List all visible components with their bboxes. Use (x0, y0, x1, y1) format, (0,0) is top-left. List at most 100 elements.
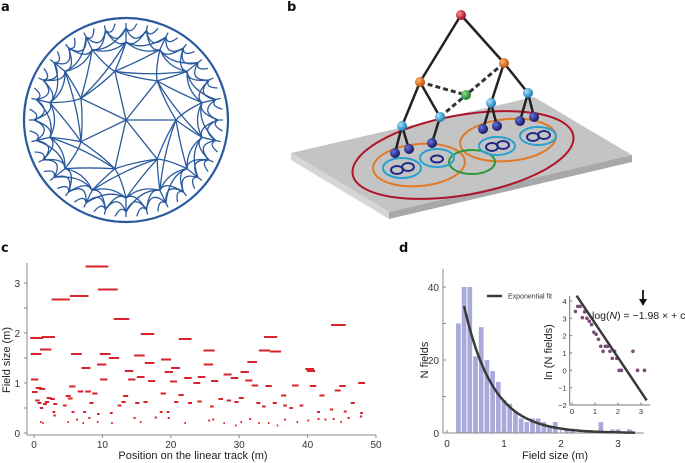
field-mark (226, 399, 232, 402)
inset-data-point (592, 330, 596, 334)
tiling-edge (85, 30, 107, 44)
inset-x-tick-label: 3 (639, 407, 643, 416)
tiling-edge (125, 158, 158, 199)
c-y-axis-label: Field size (m) (1, 327, 13, 393)
field-mark (113, 318, 130, 320)
field-mark (42, 422, 44, 424)
field-mark (109, 412, 113, 414)
field-mark (317, 418, 320, 420)
histogram-bar (461, 287, 467, 433)
tiling-edge (195, 59, 203, 65)
tiling-edge (68, 37, 76, 50)
tiling-edge (157, 201, 167, 212)
field-mark (108, 357, 120, 359)
field-mark (187, 402, 193, 404)
tiling-edge (175, 119, 203, 138)
tiling-edge (202, 139, 216, 161)
tiling-edge (34, 151, 45, 161)
field-mark (258, 422, 260, 424)
inner-field-3 (478, 136, 516, 156)
field-size-chart: 0 10 20 30 40 50 0 1 2 3 Position on the linear t… (1, 263, 382, 462)
tiling-edge (176, 190, 184, 203)
histogram-bar (478, 327, 484, 433)
tiling-edge (156, 159, 161, 191)
d-x-tick-label: 3 (615, 439, 621, 450)
field-mark (284, 418, 286, 421)
d-y-tick-label: 0 (433, 429, 439, 440)
tiling-edge (53, 47, 71, 65)
field-mark (39, 407, 44, 409)
field-mark (247, 361, 258, 363)
c-y-tick-label: 1 (14, 379, 20, 390)
tiling-edge (125, 23, 138, 32)
tiling-edge (114, 119, 127, 169)
tiling-edge (125, 195, 148, 211)
field-mark (223, 373, 232, 376)
field-mark (31, 391, 38, 393)
tiling-edge (175, 102, 203, 121)
histogram-bar (467, 287, 473, 433)
tiling-edge (125, 29, 148, 45)
field-mark (208, 419, 210, 422)
tiling-edge (85, 196, 107, 210)
c-x-tick-label: 10 (97, 440, 109, 451)
panel-label-d: d (399, 241, 409, 256)
leaf-node (492, 121, 502, 131)
tiling-edge (145, 30, 167, 44)
tiling-edge (42, 68, 49, 81)
field-mark (184, 422, 186, 424)
field-mark (67, 397, 73, 400)
field-mark (140, 333, 155, 335)
cross-field-ellipse (448, 149, 496, 175)
field-mark (39, 388, 46, 390)
level2-node (486, 98, 496, 108)
inset-y-axis-label: ln (N fields) (543, 324, 555, 380)
tiling-edge (159, 185, 184, 193)
histogram-bar (530, 418, 535, 433)
tiling-edge (194, 62, 209, 81)
field-mark (358, 382, 366, 384)
outer-field-ellipse (351, 110, 575, 200)
histogram-bar (507, 403, 513, 433)
tiling-edge (125, 80, 158, 121)
histogram-bar (473, 356, 478, 433)
hyperbolic-disk-diagram (22, 16, 230, 224)
legend-label: Exponential fit (508, 294, 552, 301)
field-mark (41, 336, 55, 338)
field-mark (148, 380, 156, 382)
tiling-edge (157, 70, 188, 82)
field-mark (203, 349, 215, 352)
field-mark (178, 394, 184, 396)
field-mark (89, 402, 94, 404)
d-y-tick-label: 40 (428, 283, 440, 294)
tiling-edge (114, 168, 127, 199)
histogram-bar (547, 425, 552, 433)
tiling-edge (54, 51, 61, 64)
inset-x-tick-label: 1 (593, 407, 597, 416)
c-y-tick-label: 2 (14, 329, 20, 340)
c-y-tick-label: 0 (14, 429, 20, 440)
tiling-edge (64, 71, 82, 142)
tiling-edge (186, 71, 216, 101)
inset-data-point (594, 332, 598, 337)
field-mark (65, 395, 71, 397)
field-mark (124, 370, 134, 372)
field-mark (240, 421, 243, 423)
field-mark (85, 265, 109, 268)
field-mark (203, 363, 214, 366)
tiling-edge (29, 130, 39, 141)
tiling-edge (36, 79, 50, 101)
inner-field-1 (382, 157, 422, 179)
tiling-edge (213, 99, 223, 110)
fit-equation: log(N) = −1.98 × + c (592, 310, 685, 322)
c-y-tick-label: 3 (14, 279, 20, 290)
field-mark (265, 385, 272, 387)
inset-data-point (610, 356, 615, 361)
histogram-bar (541, 422, 547, 433)
tiling-edge (80, 97, 127, 121)
field-mark (276, 424, 279, 427)
field-mark (281, 394, 287, 397)
tiling-edge (145, 189, 160, 210)
field-mark (264, 336, 278, 338)
